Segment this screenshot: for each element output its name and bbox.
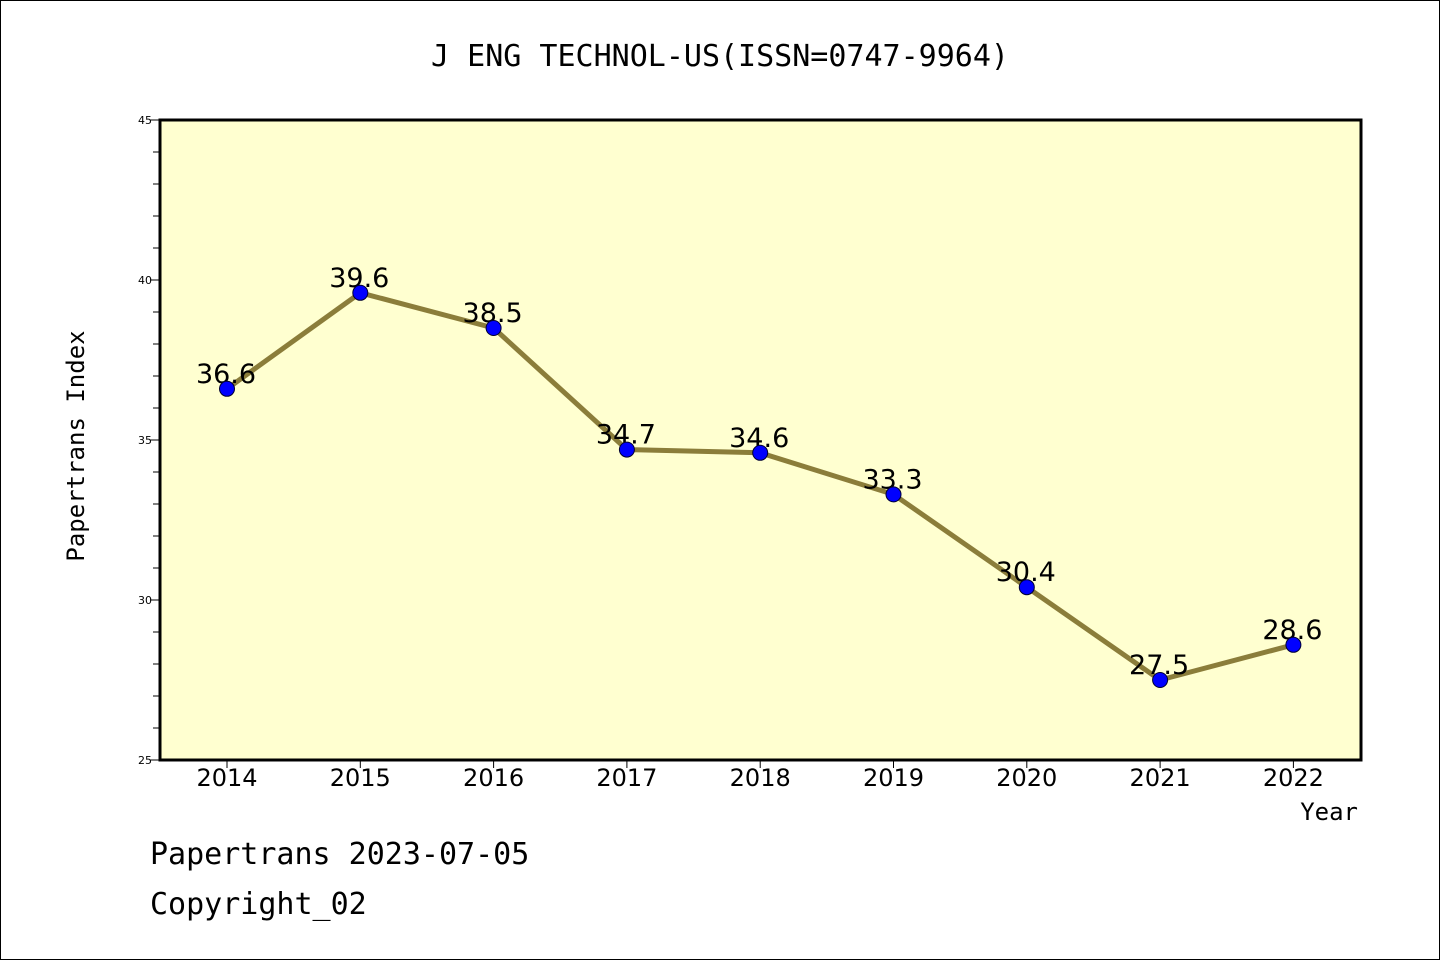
data-point	[885, 486, 902, 503]
x-tick-label: 2015	[330, 764, 391, 792]
data-point	[352, 284, 369, 301]
y-tick-label: 30	[138, 594, 152, 607]
footer-date: Papertrans 2023-07-05	[150, 837, 529, 872]
x-tick-label: 2019	[863, 764, 924, 792]
x-tick-label: 2020	[996, 764, 1057, 792]
plot-border	[158, 118, 1363, 762]
data-points: 36.639.638.534.7 34.633.330.427.528.6	[196, 263, 1322, 688]
y-tick-label: 45	[138, 114, 152, 127]
plot-area	[160, 120, 1361, 760]
y-axis-label: Papertrans Index	[62, 330, 90, 561]
x-tick-label: 2022	[1263, 764, 1324, 792]
chart-title: J ENG TECHNOL-US(ISSN=0747-9964)	[431, 39, 1009, 74]
x-tick-label: 2016	[463, 764, 524, 792]
y-axis: 25 30 35 40 45	[138, 114, 160, 767]
data-point	[1018, 579, 1035, 596]
data-point	[1152, 672, 1169, 688]
data-point	[219, 380, 235, 397]
x-axis: 2014 2015 2016 2017 2018 2019 2020 2021 2022	[196, 760, 1324, 792]
x-tick-label: 2018	[730, 764, 791, 792]
y-tick-label: 35	[138, 434, 152, 447]
x-tick-label: 2014	[196, 764, 257, 792]
x-tick-label: 2017	[596, 764, 657, 792]
data-point	[1285, 636, 1302, 653]
y-tick-label: 25	[138, 754, 152, 767]
footer-copyright: Copyright_02	[150, 887, 367, 922]
y-tick-label: 40	[138, 274, 152, 287]
x-axis-label: Year	[1300, 798, 1358, 826]
data-point	[752, 444, 769, 461]
data-point	[618, 441, 635, 458]
x-tick-label: 2021	[1130, 764, 1191, 792]
data-point	[485, 320, 502, 336]
